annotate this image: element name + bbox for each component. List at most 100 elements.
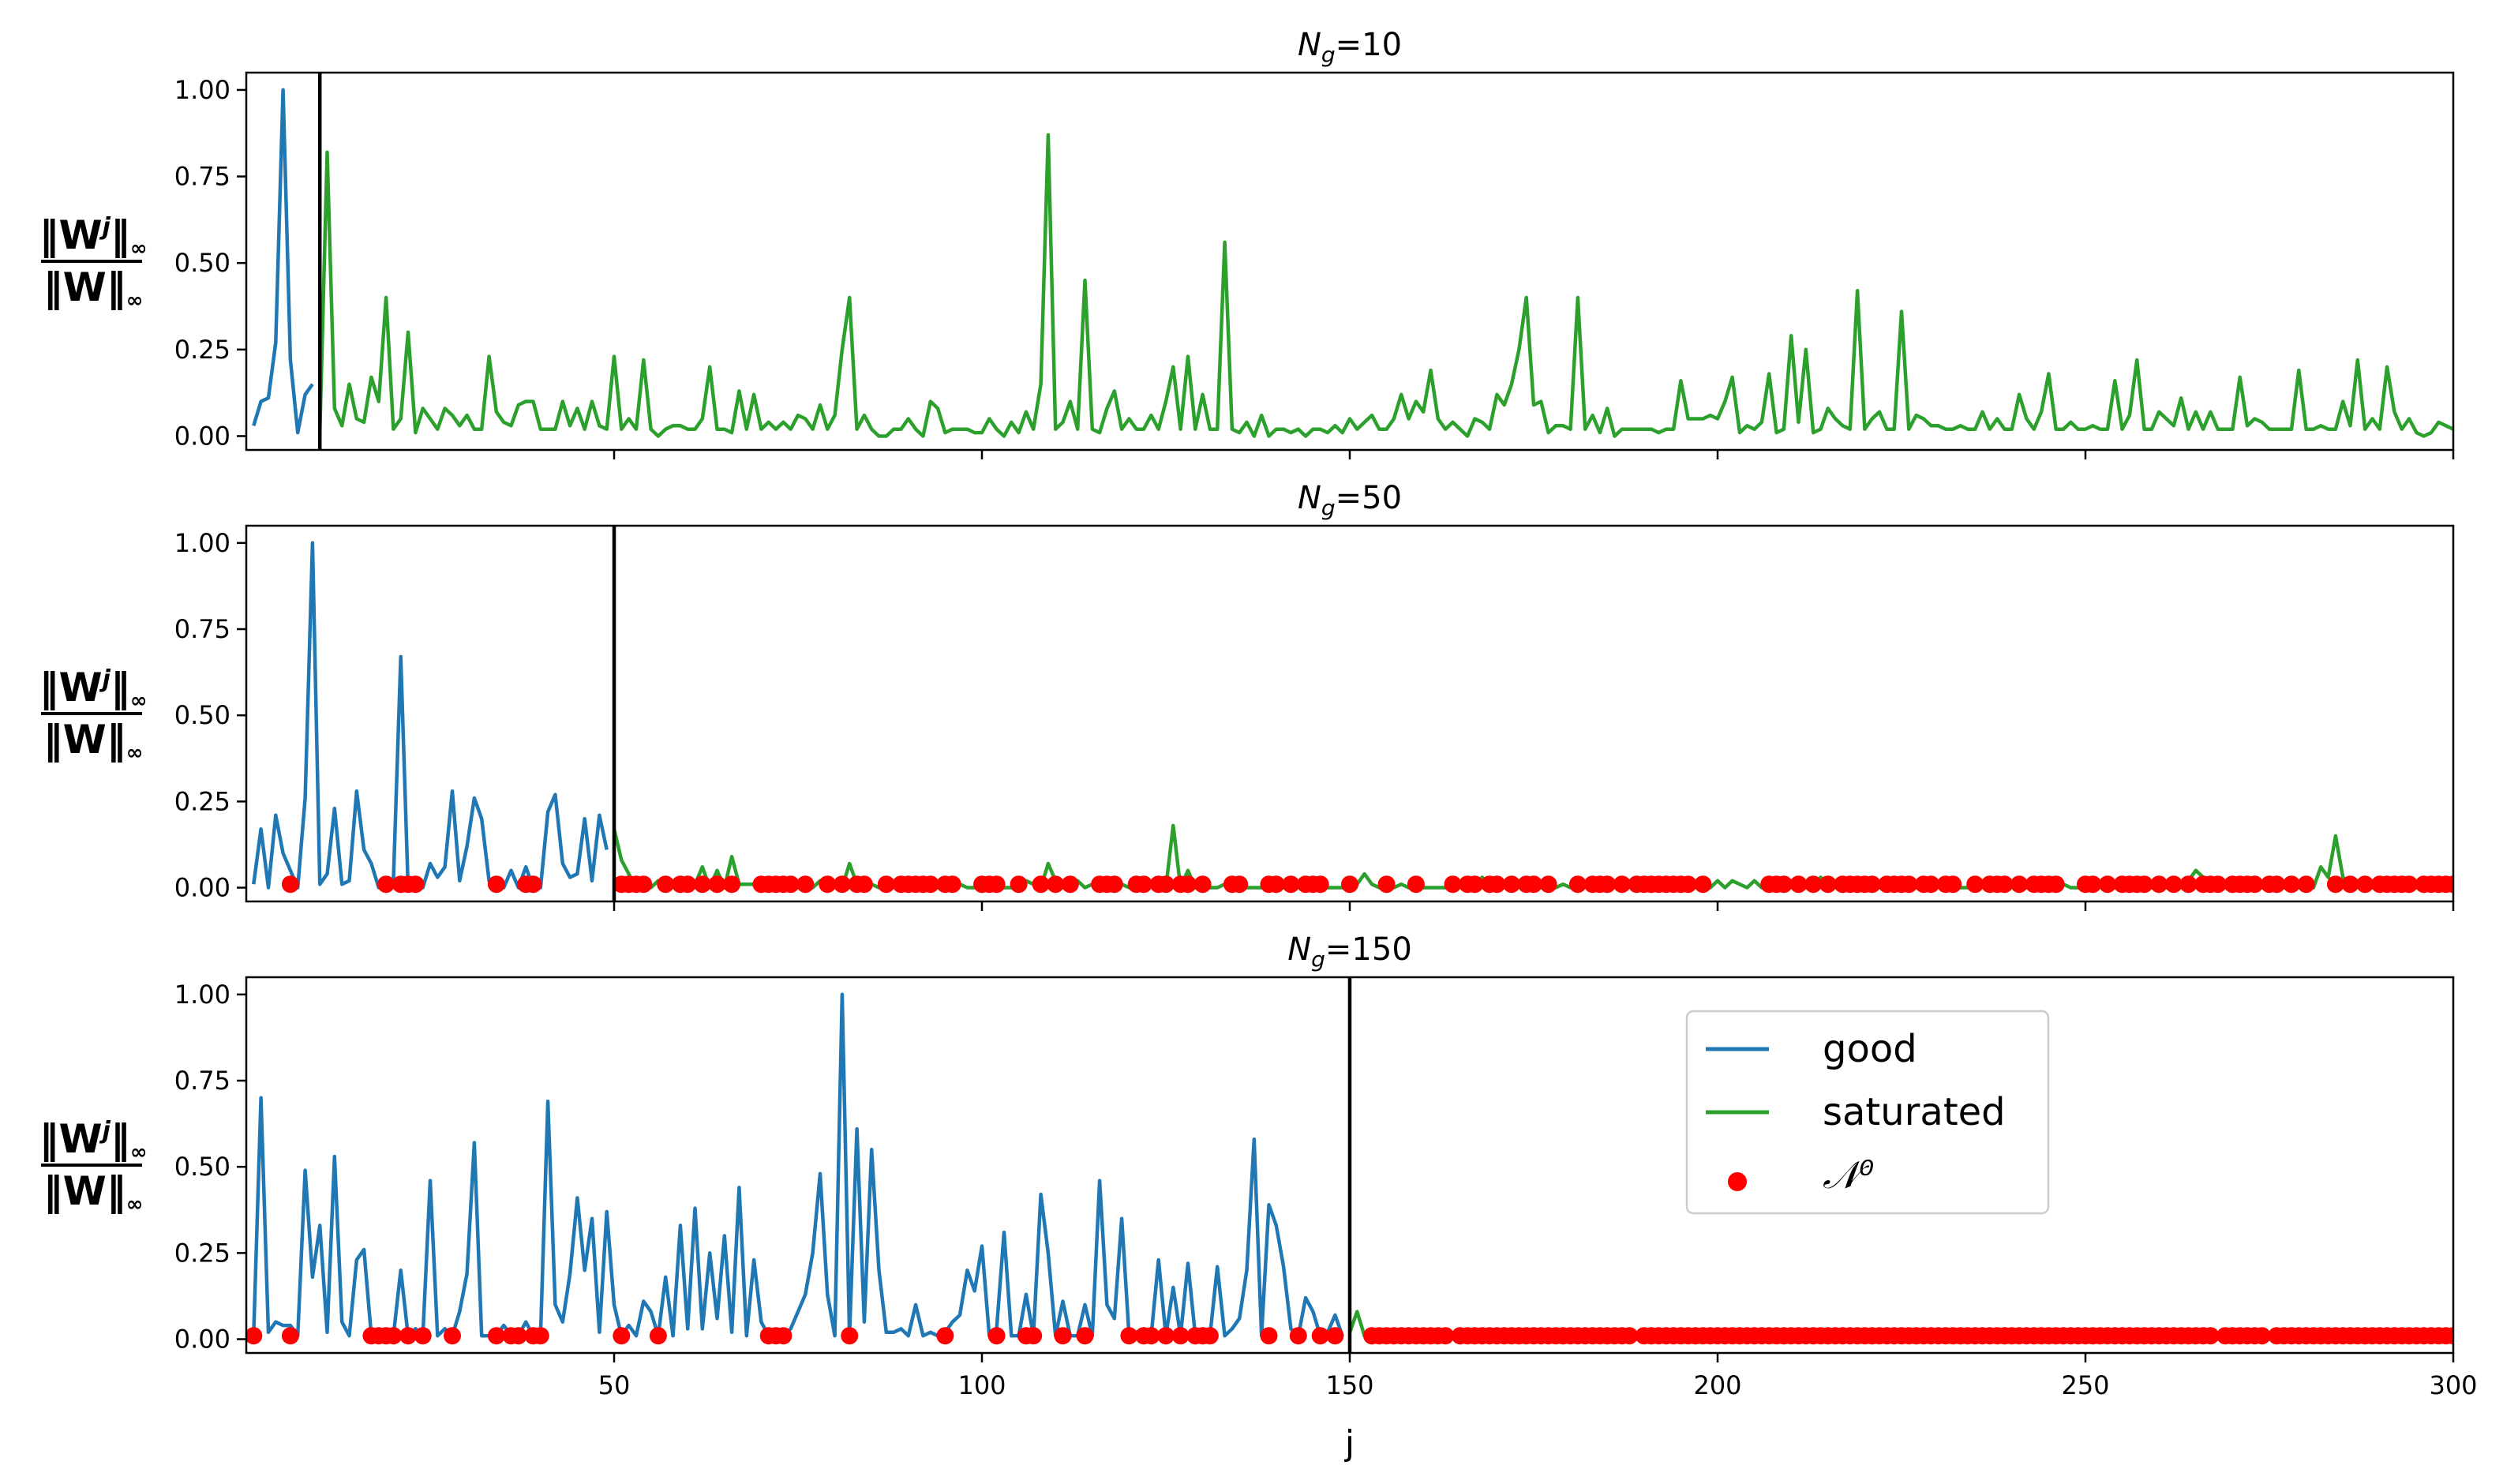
title-main: N <box>1287 931 1311 968</box>
n0-point <box>2445 1327 2453 1345</box>
legend: good saturated 𝒩⁰ <box>1685 1010 2050 1215</box>
y-tick-label: 0.25 <box>174 335 230 365</box>
y-label-inf: ∞ <box>130 1141 148 1164</box>
x-tick-label: 200 <box>1693 1370 1741 1400</box>
panel-data <box>252 88 2453 438</box>
x-tick-label: 100 <box>957 1370 1006 1400</box>
title-subscript: g <box>1321 495 1336 521</box>
y-label-num-text: ‖W <box>39 212 102 258</box>
n0-point <box>649 1327 667 1345</box>
n0-point <box>2099 875 2116 894</box>
n0-point <box>796 875 815 894</box>
n0-point <box>2209 875 2227 894</box>
n0-point <box>1267 875 1285 894</box>
n0-point <box>1120 1327 1138 1345</box>
series-good-line <box>252 88 314 435</box>
n0-point <box>1201 1327 1219 1345</box>
n0-point <box>936 1327 954 1345</box>
y-tick-label: 0.75 <box>174 162 230 192</box>
y-label-numerator: ‖Wj‖∞ <box>39 1116 147 1164</box>
n0-point <box>2010 875 2029 894</box>
series-good-line <box>252 541 609 890</box>
n0-point <box>1488 875 1506 894</box>
n0-point <box>2283 875 2300 894</box>
n0-point <box>1539 875 1557 894</box>
n0-point <box>509 1327 527 1345</box>
y-axis-label: ‖Wj‖∞‖W‖∞ <box>39 665 147 765</box>
n0-point <box>987 1327 1006 1345</box>
n0-point <box>2400 875 2419 894</box>
n0-point <box>921 875 939 894</box>
n0-point <box>487 1327 505 1345</box>
title-main: N <box>1298 480 1321 516</box>
y-tick-label: 0.75 <box>174 614 230 644</box>
n0-point <box>1503 875 1520 894</box>
y-label-den-inf: ∞ <box>126 289 144 313</box>
n0-point <box>414 1327 432 1345</box>
n0-point <box>281 875 299 894</box>
y-label-inf: ∞ <box>130 689 148 713</box>
title-subscript: g <box>1321 42 1336 68</box>
title-subscript: g <box>1311 946 1325 972</box>
n0-point <box>1282 875 1300 894</box>
n0-point <box>1613 875 1631 894</box>
y-tick-label: 1.00 <box>174 75 230 105</box>
n0-point <box>1157 1327 1175 1345</box>
n0-point <box>1231 875 1249 894</box>
n0-point <box>2445 875 2453 894</box>
n0-point <box>1679 875 1697 894</box>
x-tick-label: 150 <box>1325 1370 1373 1400</box>
n0-point <box>1341 875 1358 894</box>
y-label-den-inf: ∞ <box>126 741 144 765</box>
n0-point <box>2253 1327 2271 1345</box>
x-tick-label: 250 <box>2061 1370 2109 1400</box>
y-label-close: ‖ <box>111 665 130 710</box>
legend-good-label: good <box>1823 1027 1917 1071</box>
y-label-den-text: ‖W‖ <box>43 264 126 310</box>
y-label-denominator: ‖W‖∞ <box>43 264 144 313</box>
n0-point <box>1142 1327 1160 1345</box>
n0-point <box>2341 875 2359 894</box>
n0-point <box>2268 875 2286 894</box>
y-tick-label: 0.75 <box>174 1066 230 1096</box>
n0-point <box>1311 1327 1329 1345</box>
y-tick-label: 1.00 <box>174 528 230 558</box>
n0-point <box>1047 875 1065 894</box>
title-main: N <box>1298 27 1321 63</box>
n0-point <box>1105 875 1123 894</box>
y-label-close: ‖ <box>111 212 130 258</box>
n0-point <box>1694 875 1712 894</box>
panel-title: Ng=150 <box>1287 931 1412 972</box>
n0-point <box>2150 875 2168 894</box>
y-tick-label: 1.00 <box>174 980 230 1010</box>
y-label-close: ‖ <box>111 1116 130 1162</box>
n0-point <box>444 1327 461 1345</box>
n0-point <box>1437 1327 1455 1345</box>
panel-title: Ng=10 <box>1298 27 1402 68</box>
n0-point <box>1995 875 2014 894</box>
legend-saturated-label: saturated <box>1823 1090 2006 1134</box>
n0-point <box>1804 875 1823 894</box>
n0-point <box>1076 1327 1094 1345</box>
legend-n0-swatch <box>1728 1172 1747 1191</box>
y-label-den-text: ‖W‖ <box>43 717 126 763</box>
n0-point <box>613 1327 631 1345</box>
y-label-numerator: ‖Wj‖∞ <box>39 665 147 713</box>
legend-box <box>1685 1010 2050 1215</box>
n0-point <box>377 875 395 894</box>
n0-point <box>2201 1327 2220 1345</box>
n0-point <box>1054 1327 1072 1345</box>
y-tick-label: 0.25 <box>174 1238 230 1268</box>
y-tick-label: 0.00 <box>174 873 230 903</box>
y-tick-label: 0.50 <box>174 700 230 730</box>
y-tick-label: 0.00 <box>174 421 230 451</box>
title-rest: =150 <box>1325 931 1412 968</box>
n0-point <box>1032 875 1050 894</box>
y-label-num-text: ‖W <box>39 1116 102 1162</box>
panel-data <box>246 992 2453 1345</box>
n0-point <box>833 875 851 894</box>
y-label-den-inf: ∞ <box>126 1193 144 1216</box>
y-label-numerator: ‖Wj‖∞ <box>39 212 147 260</box>
